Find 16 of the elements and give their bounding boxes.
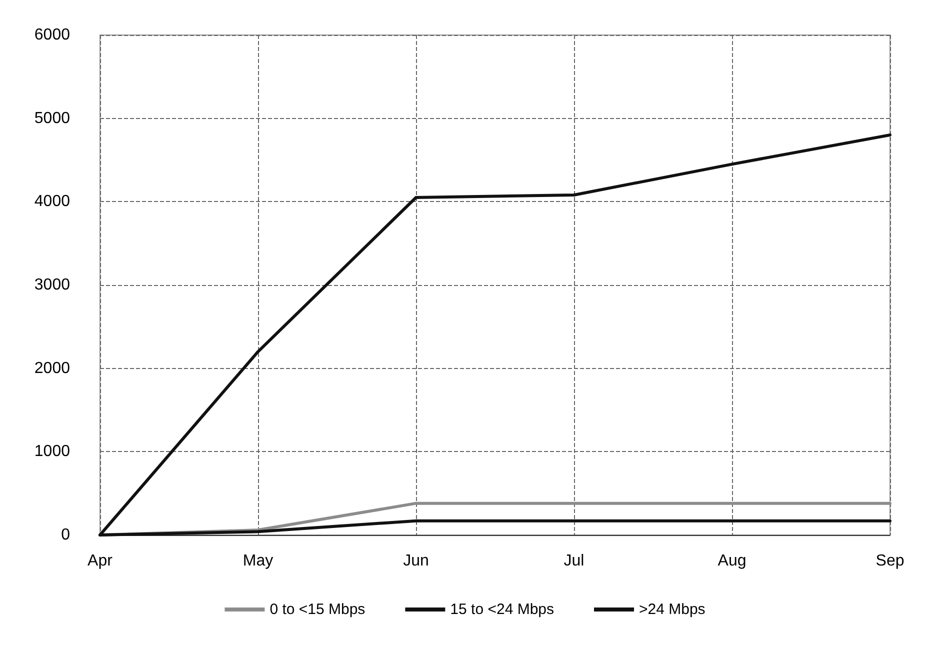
x-tick-label: Jul [564, 552, 584, 570]
y-tick-label: 2000 [34, 360, 70, 377]
legend-label: 15 to <24 Mbps [450, 601, 554, 618]
x-tick-label: Jun [403, 552, 429, 570]
y-tick-label: 1000 [34, 443, 70, 460]
legend-label: 0 to <15 Mbps [270, 601, 366, 618]
x-tick-label: Sep [876, 552, 904, 570]
y-tick-label: 3000 [34, 276, 70, 294]
legend-label: >24 Mbps [639, 601, 706, 618]
x-tick-label: Apr [88, 552, 114, 570]
y-tick-label: 0 [61, 526, 70, 544]
y-tick-label: 4000 [34, 193, 70, 210]
x-tick-label: Aug [718, 552, 746, 570]
y-tick-label: 6000 [34, 26, 70, 44]
x-tick-label: May [242, 552, 274, 570]
y-tick-label: 5000 [34, 110, 70, 127]
